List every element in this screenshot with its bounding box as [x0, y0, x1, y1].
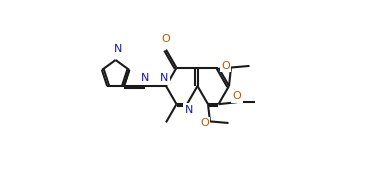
Text: N: N — [160, 73, 169, 83]
Text: O: O — [162, 34, 170, 44]
Text: O: O — [200, 118, 209, 128]
Text: O: O — [221, 61, 230, 70]
Text: H: H — [111, 46, 118, 55]
Text: N: N — [184, 105, 193, 115]
Text: N: N — [113, 44, 122, 54]
Text: N: N — [141, 73, 149, 83]
Text: O: O — [233, 91, 241, 101]
